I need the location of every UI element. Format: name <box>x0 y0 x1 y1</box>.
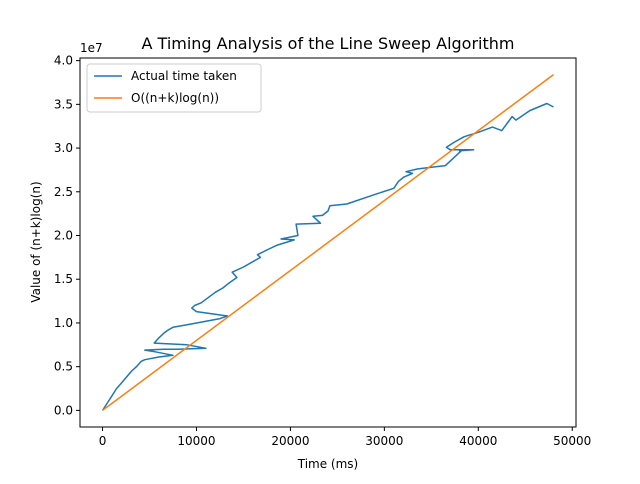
y-tick-label: 1.5 <box>54 272 73 286</box>
y-tick-label: 0.5 <box>54 360 73 374</box>
legend-box <box>86 63 262 113</box>
y-tick-label: 0.0 <box>54 403 73 417</box>
x-tick-label: 30000 <box>365 434 403 448</box>
chart-title: A Timing Analysis of the Line Sweep Algo… <box>142 34 515 53</box>
series-group <box>101 73 554 412</box>
y-axis-offset-label: 1e7 <box>80 41 103 55</box>
y-tick-label: 2.0 <box>54 229 73 243</box>
y-tick-label: 2.5 <box>54 185 73 199</box>
x-tick-label: 10000 <box>177 434 215 448</box>
series-line-o-nk-log-n <box>102 73 554 412</box>
x-tick-label: 50000 <box>553 434 591 448</box>
y-tick-label: 1.0 <box>54 316 73 330</box>
x-tick-label: 0 <box>99 434 107 448</box>
y-axis-label: Value of (n+k)log(n) <box>29 181 43 302</box>
y-ticks: 0.0 0.5 1.0 1.5 2.0 2.5 3.0 3.5 4.0 <box>54 54 80 417</box>
y-tick-label: 4.0 <box>54 54 73 68</box>
x-tick-label: 20000 <box>271 434 309 448</box>
x-tick-label: 40000 <box>459 434 497 448</box>
x-axis-label: Time (ms) <box>297 457 359 471</box>
legend-label-actual-time-taken: Actual time taken <box>131 69 237 83</box>
series-line-actual-time-taken <box>101 102 554 411</box>
plot-area-frame <box>79 57 577 428</box>
legend: Actual time taken O((n+k)log(n)) <box>86 63 262 113</box>
x-ticks: 0 10000 20000 30000 40000 50000 <box>99 427 591 448</box>
y-tick-label: 3.0 <box>54 141 73 155</box>
legend-label-o-nk-log-n: O((n+k)log(n)) <box>131 91 219 105</box>
y-tick-label: 3.5 <box>54 97 73 111</box>
